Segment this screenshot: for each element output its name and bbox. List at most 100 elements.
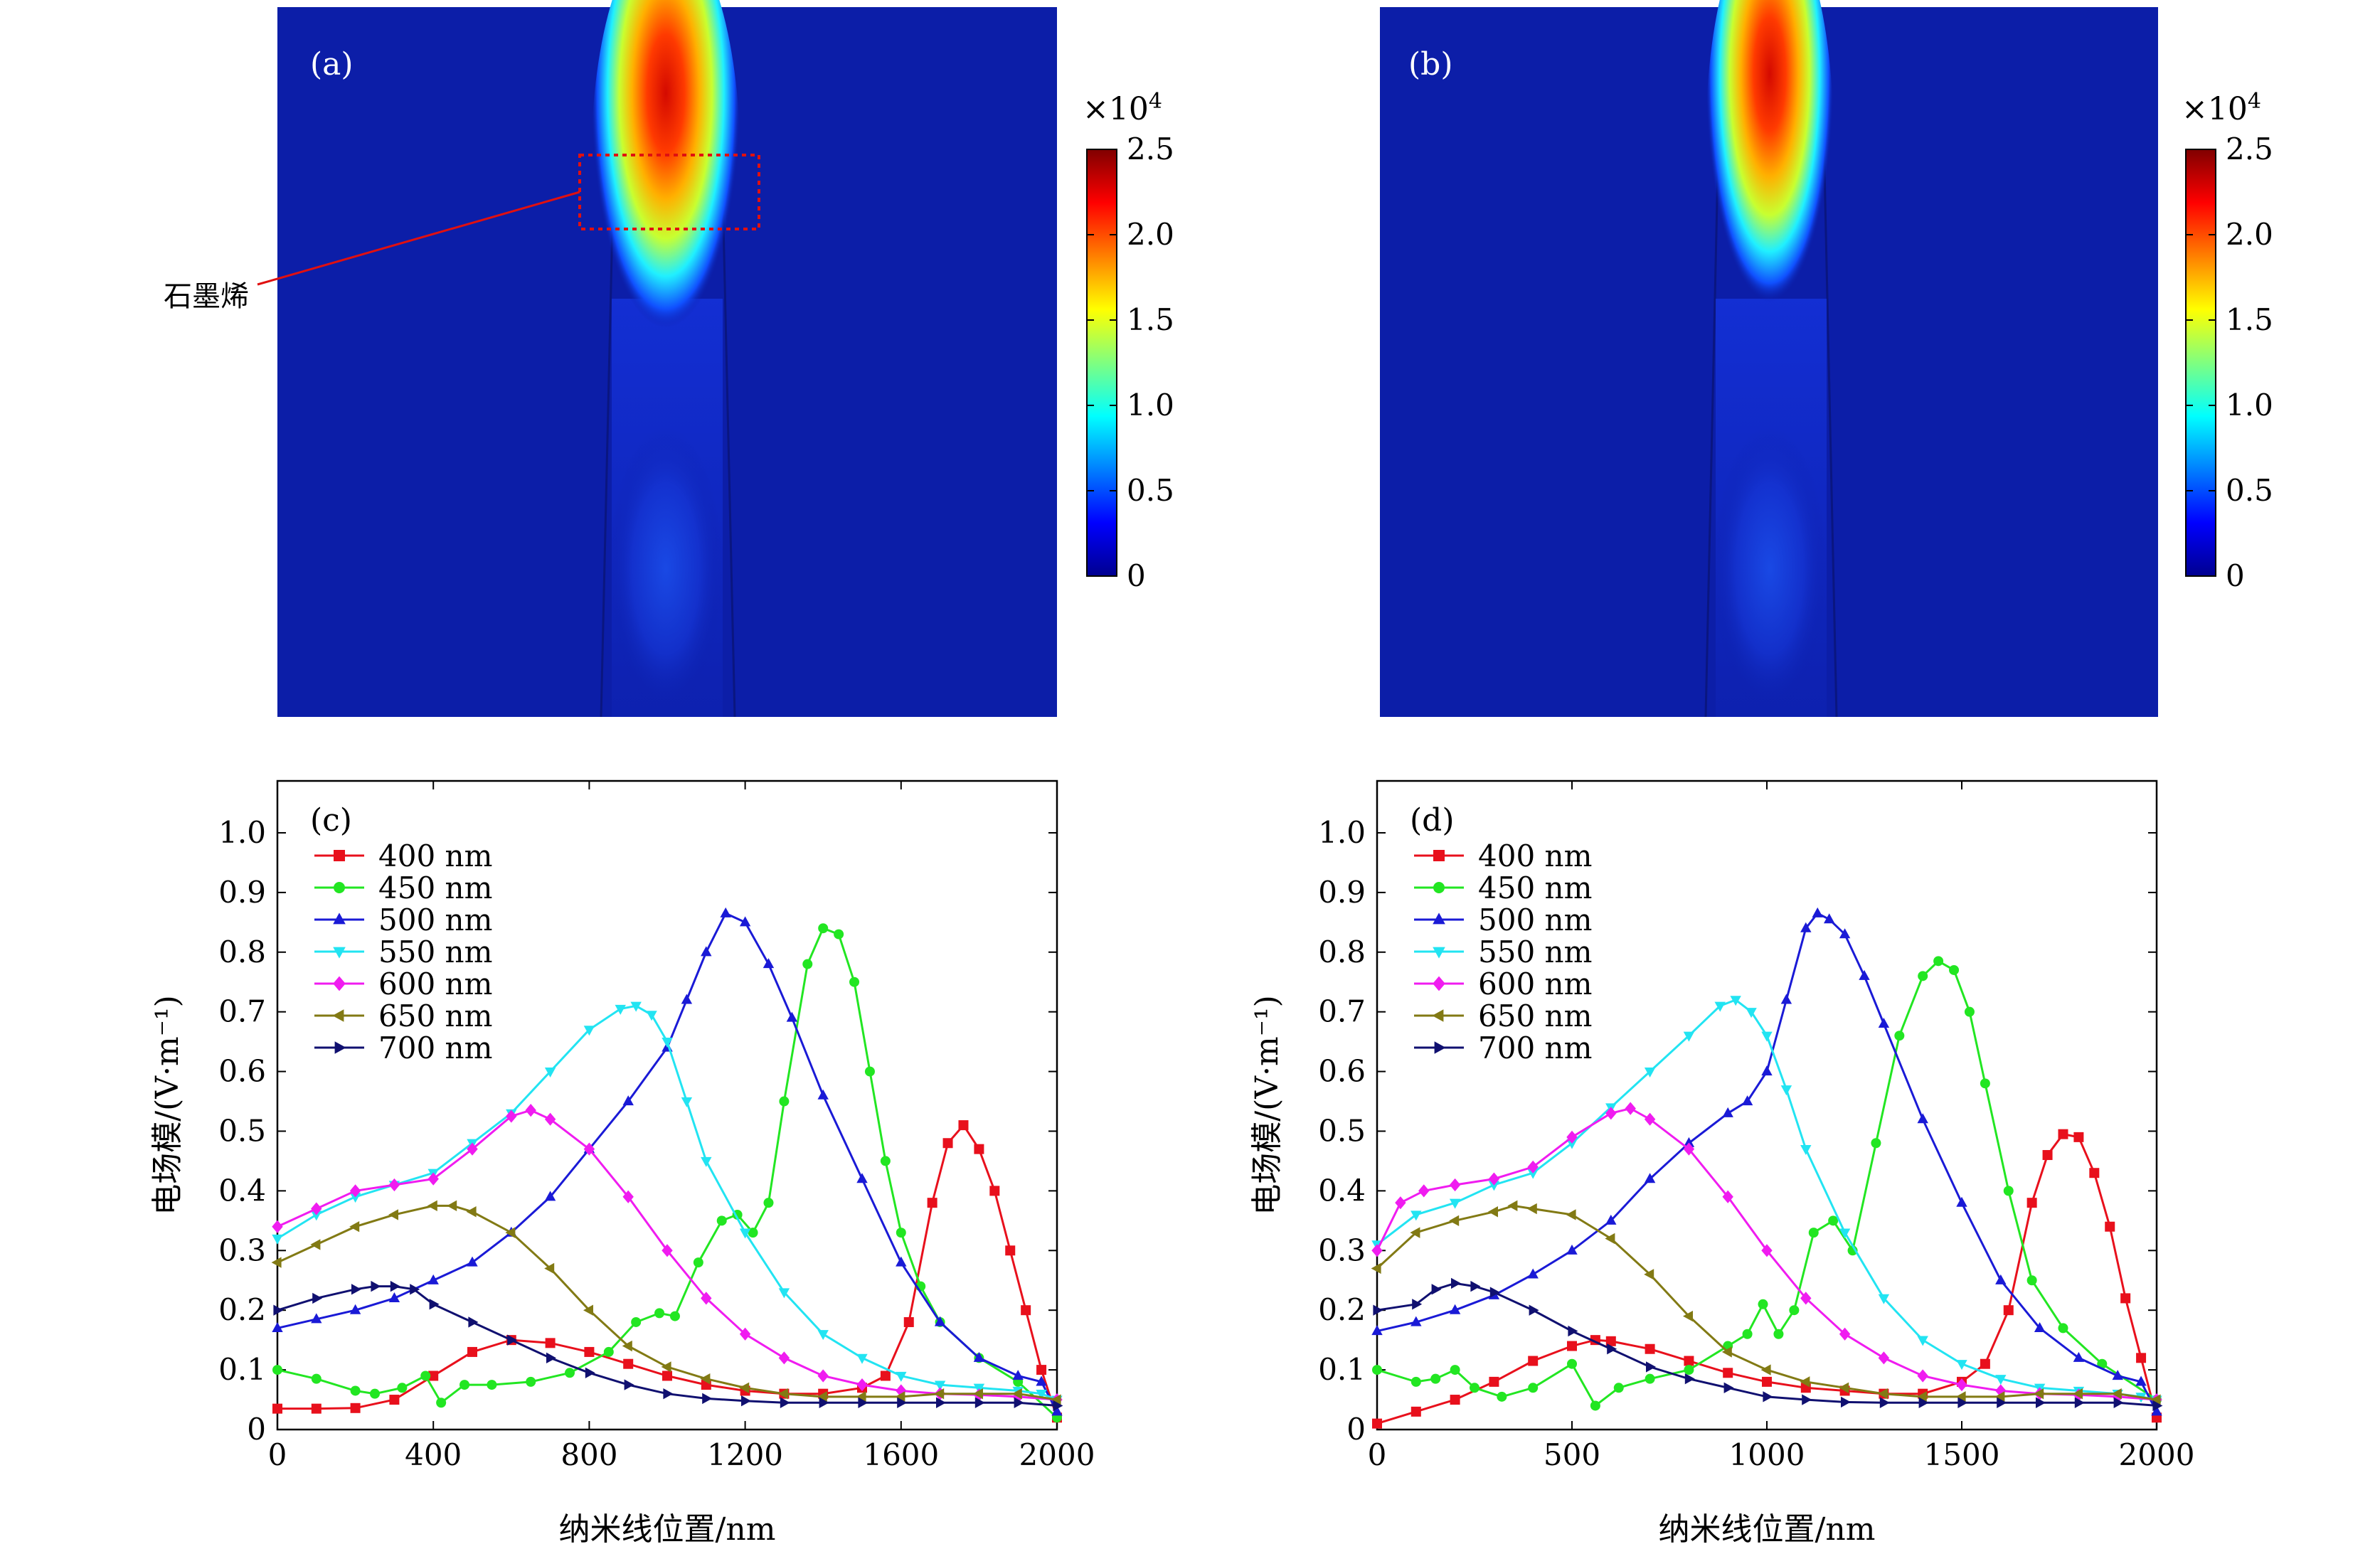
data-point [864, 1066, 875, 1077]
data-point [1014, 1397, 1024, 1408]
data-point [459, 1380, 470, 1390]
data-point [2073, 1388, 2083, 1400]
data-point [334, 882, 345, 893]
data-point [896, 1228, 906, 1238]
data-point [646, 1011, 657, 1021]
x-tick-label: 500 [1544, 1437, 1600, 1472]
data-point [311, 1403, 322, 1414]
data-point [410, 1284, 420, 1295]
data-point [1684, 1356, 1694, 1366]
data-point [311, 1210, 322, 1221]
data-point [942, 1138, 953, 1149]
data-point [1878, 1388, 1888, 1400]
beam-hotspot [591, 0, 740, 398]
data-point [420, 1371, 431, 1381]
x-tick-label: 0 [1368, 1437, 1387, 1472]
data-point [720, 907, 731, 917]
data-point [1567, 1358, 1577, 1369]
data-point [615, 1004, 626, 1015]
data-point [1646, 1361, 1656, 1373]
data-point [2026, 1275, 2037, 1286]
data-point [603, 1346, 614, 1357]
data-point [974, 1144, 984, 1154]
legend-label: 600 nm [378, 967, 492, 1001]
colorbar-b: ×104 2.5 2.0 1.5 1.0 0.5 0 [2182, 89, 2273, 593]
data-point [1021, 1305, 1031, 1316]
data-point [388, 1209, 398, 1220]
data-point [1011, 1388, 1022, 1400]
data-point [973, 1351, 985, 1362]
data-point [856, 1173, 868, 1183]
series-450-nm [272, 923, 1062, 1423]
data-point [880, 1371, 891, 1381]
legend-label: 450 nm [378, 871, 492, 905]
y-tick-label: 0.9 [1318, 875, 1366, 910]
data-point [669, 1311, 680, 1321]
y-tick-label: 0.7 [218, 994, 266, 1029]
data-point [334, 850, 345, 861]
data-point [1683, 1031, 1695, 1042]
data-point [2152, 1400, 2163, 1412]
data-point [467, 1256, 478, 1267]
data-point [1839, 928, 1851, 939]
data-point [332, 1009, 344, 1022]
data-point [1605, 1107, 1617, 1120]
data-point [693, 1257, 703, 1268]
chart-d-xlabel: 纳米线位置/nm [1659, 1511, 1876, 1548]
x-tick-label: 1200 [707, 1437, 783, 1472]
data-point [271, 1257, 282, 1268]
data-point [1995, 1274, 2007, 1284]
data-point [1566, 1139, 1578, 1149]
colorbar-a: ×104 2.5 2.0 1.5 1.0 0.5 0 [1083, 89, 1174, 593]
data-point [1605, 1214, 1617, 1225]
data-point [349, 1221, 360, 1233]
data-point [545, 1338, 556, 1348]
data-point [310, 1239, 321, 1250]
data-point [1418, 1184, 1430, 1198]
data-point [272, 1234, 283, 1245]
data-point [716, 1215, 727, 1226]
data-point [817, 1369, 829, 1383]
data-point [427, 1200, 437, 1212]
data-point [487, 1380, 497, 1390]
colorbar-tick-label: 2.5 [1127, 132, 1174, 166]
data-point [763, 1198, 774, 1208]
data-point [1956, 1378, 1967, 1392]
data-point [763, 958, 775, 969]
data-point [1683, 1142, 1695, 1156]
y-tick-label: 0.1 [1318, 1352, 1366, 1387]
colorbar-tick-label: 0 [1127, 558, 1146, 593]
data-point [1449, 1215, 1460, 1227]
colorbar-a-gradient [1086, 149, 1117, 577]
data-point [662, 1371, 672, 1381]
data-point [2135, 1375, 2147, 1386]
data-point [1894, 1031, 1905, 1041]
data-point [467, 1346, 477, 1357]
data-point [701, 946, 712, 957]
data-point [2150, 1394, 2161, 1405]
data-point [1644, 1112, 1656, 1126]
data-point [739, 1382, 750, 1393]
chart-c-xlabel: 纳米线位置/nm [559, 1511, 776, 1548]
y-tick-label: 0.6 [1318, 1054, 1366, 1089]
data-point [544, 1067, 556, 1077]
data-point [350, 1385, 361, 1396]
data-point [1780, 1085, 1792, 1096]
panel-label-a: (a) [310, 46, 354, 83]
y-tick-label: 0 [1346, 1412, 1366, 1447]
data-point [622, 1095, 634, 1106]
data-point [1607, 1343, 1617, 1355]
chart-d-ylabel: 电场模/(V·m⁻¹) [1249, 995, 1285, 1215]
data-point [661, 1361, 671, 1373]
chart-c-ylabel: 电场模/(V·m⁻¹) [149, 995, 186, 1215]
data-point [934, 1380, 946, 1391]
data-point [1684, 1373, 1695, 1385]
data-point [1434, 1041, 1446, 1054]
data-point [1036, 1390, 1047, 1400]
series-line [1376, 1204, 2157, 1401]
data-point [466, 1206, 477, 1218]
data-point [1005, 1245, 1016, 1256]
x-tick-label: 800 [561, 1437, 617, 1472]
chart-d-plot-area [1376, 779, 2158, 1431]
data-point [544, 1262, 555, 1274]
